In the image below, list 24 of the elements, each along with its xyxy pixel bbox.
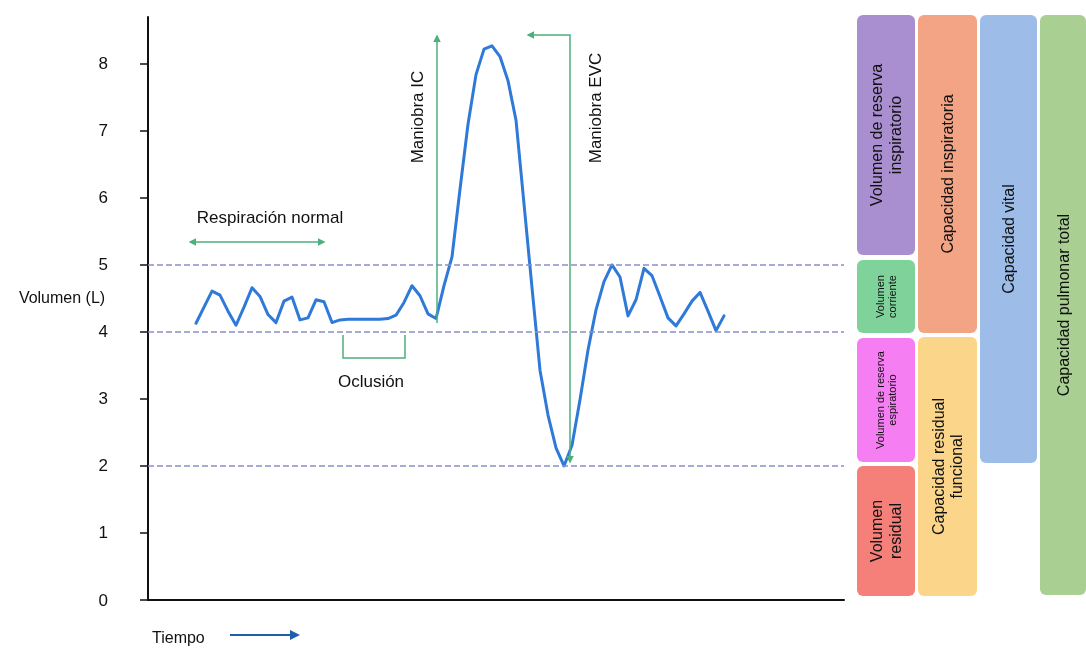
text: Volumen residual [868,499,904,563]
y-tick-label: 2 [98,456,108,476]
y-tick-label: 6 [98,188,108,208]
y-tick-label: 1 [98,523,108,543]
text: Capacidad residual funcional [929,398,966,535]
x-axis-title: Tiempo [152,628,205,646]
y-tick-label: 3 [98,389,108,409]
y-axis-title: Volumen (L) [18,288,106,306]
annotation: Maniobra EVC [585,52,605,164]
y-tick-label: 5 [98,255,108,275]
text: Volumen corriente [873,275,899,318]
text: Volumen de reserva inspiratorio [868,63,904,207]
y-tick-label: 7 [98,121,108,141]
annotation: Maniobra IC [407,70,427,164]
text: Capacidad pulmonar total [1054,213,1072,397]
y-tick-label: 0 [98,590,108,610]
annotation: Oclusión [337,371,405,391]
text: Capacidad inspiratoria [939,94,957,254]
line-series [194,44,726,468]
y-tick-label: 8 [98,54,108,74]
text: Volumen de reserva espiratorio [873,350,899,449]
text: Capacidad vital [1000,184,1018,294]
y-tick-label: 4 [98,322,108,342]
annotation: Respiración normal [196,207,344,227]
